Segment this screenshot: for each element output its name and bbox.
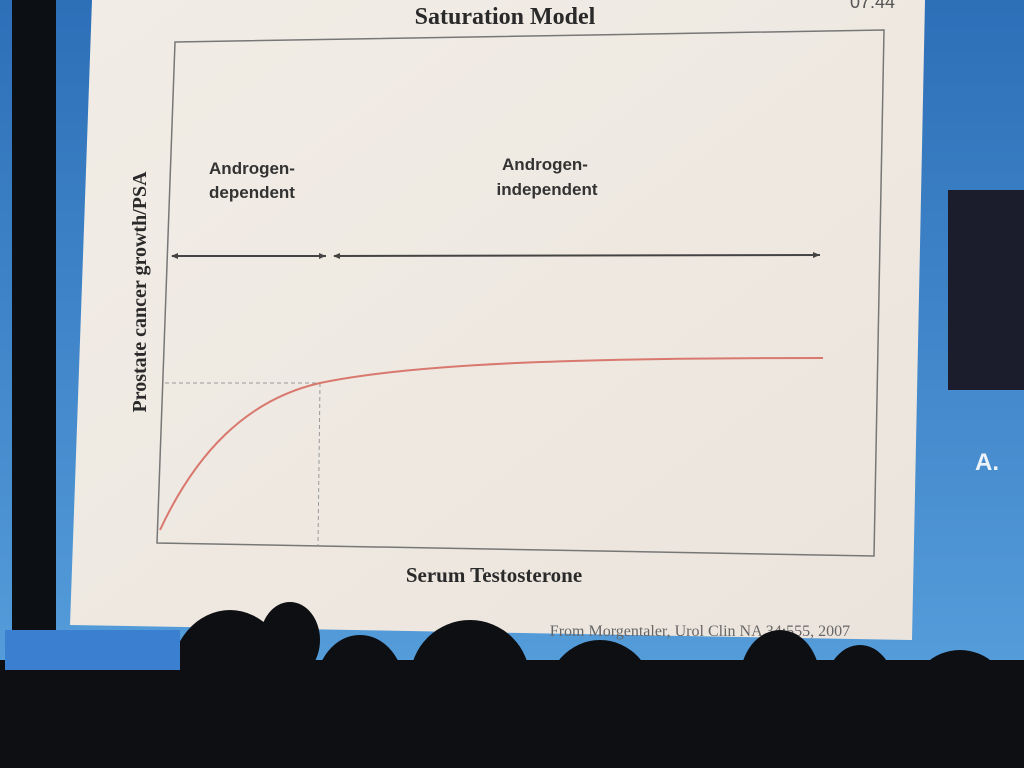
x-axis-label: Serum Testosterone (406, 563, 582, 587)
slide (70, 0, 925, 640)
slide-title: Saturation Model (415, 4, 596, 30)
plot-frame (156, 29, 885, 557)
side-panel (948, 190, 1024, 390)
guide-line (317, 382, 321, 546)
citation: From Morgentaler, Urol Clin NA 34:555, 2… (550, 623, 850, 640)
monitor (5, 630, 180, 670)
region-label: independent (496, 180, 597, 199)
audience (0, 602, 1024, 768)
region-label: Androgen- (502, 155, 588, 174)
region-label: Androgen- (209, 159, 295, 178)
saturation-curve (159, 357, 824, 531)
region-arrow (333, 252, 821, 259)
screen-frame (12, 0, 56, 640)
clock: 07:44 (850, 0, 895, 12)
region-label: dependent (209, 183, 295, 202)
side-text: A. (975, 449, 999, 476)
y-axis-label: Prostate cancer growth/PSA (129, 171, 151, 413)
